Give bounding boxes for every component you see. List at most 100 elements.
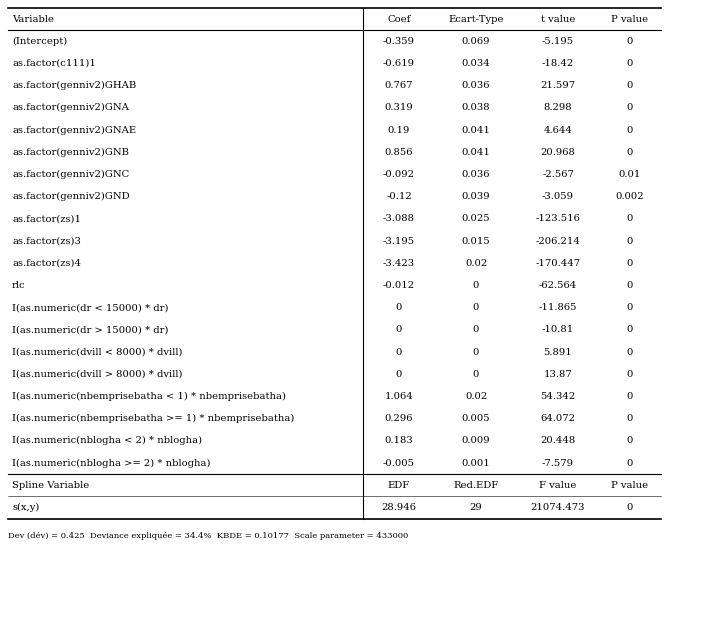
Text: as.factor(genniv2)GNAE: as.factor(genniv2)GNAE (12, 126, 136, 134)
Text: 0.039: 0.039 (462, 192, 490, 201)
Text: 0.183: 0.183 (385, 437, 414, 445)
Text: -0.012: -0.012 (383, 281, 415, 290)
Text: 0.02: 0.02 (465, 392, 487, 401)
Text: -18.42: -18.42 (542, 59, 574, 68)
Text: as.factor(zs)4: as.factor(zs)4 (12, 259, 81, 268)
Text: -0.092: -0.092 (383, 170, 415, 179)
Text: 0: 0 (627, 215, 633, 223)
Text: rlc: rlc (12, 281, 25, 290)
Text: I(as.numeric(nblogha < 2) * nblogha): I(as.numeric(nblogha < 2) * nblogha) (12, 437, 202, 445)
Text: t value: t value (541, 14, 575, 24)
Text: P value: P value (611, 14, 648, 24)
Text: Ecart-Type: Ecart-Type (449, 14, 504, 24)
Text: 0: 0 (627, 303, 633, 312)
Text: 0.041: 0.041 (462, 148, 491, 157)
Text: 0.002: 0.002 (616, 192, 644, 201)
Text: 0: 0 (627, 148, 633, 157)
Text: 0: 0 (627, 458, 633, 468)
Text: -62.564: -62.564 (539, 281, 577, 290)
Text: -7.579: -7.579 (542, 458, 574, 468)
Text: 0: 0 (627, 503, 633, 512)
Text: -3.088: -3.088 (383, 215, 415, 223)
Text: 0: 0 (473, 325, 479, 335)
Text: F value: F value (539, 481, 577, 490)
Text: I(as.numeric(dr < 15000) * dr): I(as.numeric(dr < 15000) * dr) (12, 303, 169, 312)
Text: I(as.numeric(dvill < 8000) * dvill): I(as.numeric(dvill < 8000) * dvill) (12, 348, 182, 356)
Text: 0.856: 0.856 (385, 148, 413, 157)
Text: Spline Variable: Spline Variable (12, 481, 89, 490)
Text: -10.81: -10.81 (542, 325, 574, 335)
Text: as.factor(zs)1: as.factor(zs)1 (12, 215, 81, 223)
Text: 0: 0 (627, 281, 633, 290)
Text: 0.02: 0.02 (465, 259, 487, 268)
Text: -0.005: -0.005 (383, 458, 415, 468)
Text: as.factor(zs)3: as.factor(zs)3 (12, 236, 81, 246)
Text: I(as.numeric(dr > 15000) * dr): I(as.numeric(dr > 15000) * dr) (12, 325, 169, 335)
Text: 0: 0 (627, 392, 633, 401)
Text: 5.891: 5.891 (544, 348, 572, 356)
Text: 0.009: 0.009 (462, 437, 490, 445)
Text: Dev (dév) = 0.425  Deviance expliquée = 34.4%  KBDE = 0.10177  Scale parameter =: Dev (dév) = 0.425 Deviance expliquée = 3… (8, 532, 409, 540)
Text: 1.064: 1.064 (385, 392, 414, 401)
Text: 0: 0 (395, 370, 402, 379)
Text: 0: 0 (627, 348, 633, 356)
Text: -123.516: -123.516 (536, 215, 580, 223)
Text: as.factor(genniv2)GHAB: as.factor(genniv2)GHAB (12, 81, 136, 90)
Text: 28.946: 28.946 (382, 503, 417, 512)
Text: -3.059: -3.059 (542, 192, 574, 201)
Text: 20.968: 20.968 (541, 148, 576, 157)
Text: -170.447: -170.447 (536, 259, 581, 268)
Text: Variable: Variable (12, 14, 54, 24)
Text: 0.005: 0.005 (462, 414, 490, 423)
Text: 0: 0 (627, 37, 633, 46)
Text: 0: 0 (473, 370, 479, 379)
Text: 0: 0 (473, 348, 479, 356)
Text: 0: 0 (627, 81, 633, 90)
Text: -11.865: -11.865 (539, 303, 577, 312)
Text: as.factor(genniv2)GND: as.factor(genniv2)GND (12, 192, 129, 202)
Text: 4.644: 4.644 (544, 126, 572, 134)
Text: 0: 0 (627, 437, 633, 445)
Text: 0: 0 (627, 414, 633, 423)
Text: 0: 0 (627, 236, 633, 246)
Text: P value: P value (611, 481, 648, 490)
Text: 54.342: 54.342 (540, 392, 576, 401)
Text: 0: 0 (627, 59, 633, 68)
Text: -3.195: -3.195 (383, 236, 415, 246)
Text: EDF: EDF (388, 481, 410, 490)
Text: I(as.numeric(nbemprisebatha < 1) * nbemprisebatha): I(as.numeric(nbemprisebatha < 1) * nbemp… (12, 392, 286, 401)
Text: 0: 0 (473, 281, 479, 290)
Text: as.factor(c111)1: as.factor(c111)1 (12, 59, 96, 68)
Text: 0.069: 0.069 (462, 37, 490, 46)
Text: 20.448: 20.448 (540, 437, 576, 445)
Text: 0: 0 (395, 303, 402, 312)
Text: -0.359: -0.359 (383, 37, 415, 46)
Text: 0: 0 (627, 103, 633, 113)
Text: I(as.numeric(dvill > 8000) * dvill): I(as.numeric(dvill > 8000) * dvill) (12, 370, 182, 379)
Text: 0: 0 (627, 126, 633, 134)
Text: Coef: Coef (387, 14, 411, 24)
Text: 0: 0 (627, 259, 633, 268)
Text: -206.214: -206.214 (536, 236, 580, 246)
Text: 0.025: 0.025 (462, 215, 490, 223)
Text: I(as.numeric(nblogha >= 2) * nblogha): I(as.numeric(nblogha >= 2) * nblogha) (12, 458, 211, 468)
Text: 0: 0 (473, 303, 479, 312)
Text: 29: 29 (470, 503, 483, 512)
Text: 21074.473: 21074.473 (531, 503, 585, 512)
Text: 8.298: 8.298 (544, 103, 572, 113)
Text: 0: 0 (627, 370, 633, 379)
Text: 0.767: 0.767 (385, 81, 413, 90)
Text: as.factor(genniv2)GNB: as.factor(genniv2)GNB (12, 148, 129, 157)
Text: as.factor(genniv2)GNC: as.factor(genniv2)GNC (12, 170, 129, 179)
Text: (Intercept): (Intercept) (12, 37, 68, 46)
Text: s(x,y): s(x,y) (12, 503, 39, 512)
Text: as.factor(genniv2)GNA: as.factor(genniv2)GNA (12, 103, 129, 113)
Text: 0.041: 0.041 (462, 126, 491, 134)
Text: 0.19: 0.19 (387, 126, 410, 134)
Text: 0.296: 0.296 (385, 414, 413, 423)
Text: -2.567: -2.567 (542, 170, 574, 179)
Text: 64.072: 64.072 (540, 414, 576, 423)
Text: 0: 0 (395, 348, 402, 356)
Text: 13.87: 13.87 (544, 370, 572, 379)
Text: 0.001: 0.001 (462, 458, 491, 468)
